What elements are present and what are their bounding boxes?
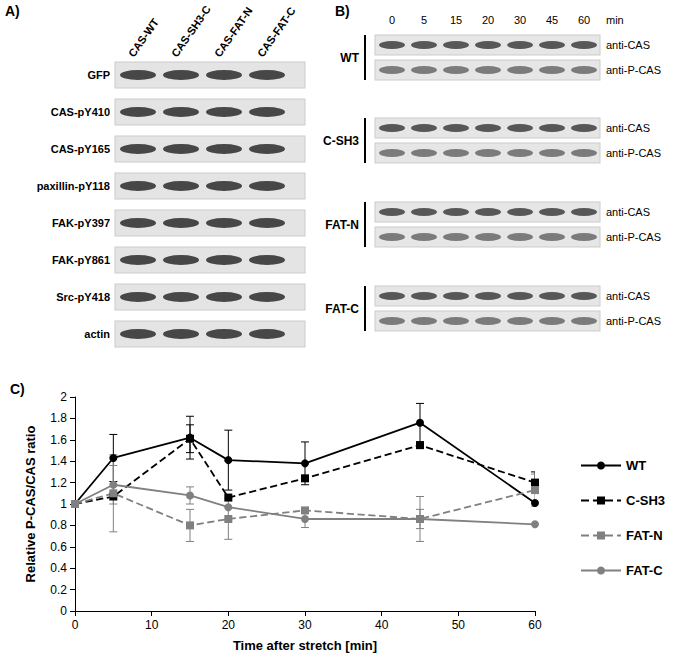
svg-text:CAS-FAT-N: CAS-FAT-N bbox=[212, 5, 255, 59]
svg-text:GFP: GFP bbox=[87, 69, 110, 81]
svg-text:1: 1 bbox=[60, 497, 67, 511]
svg-text:0.2: 0.2 bbox=[50, 583, 67, 597]
svg-text:30: 30 bbox=[298, 618, 312, 632]
svg-text:0: 0 bbox=[60, 604, 67, 618]
svg-text:Time after stretch [min]: Time after stretch [min] bbox=[233, 638, 377, 653]
svg-text:40: 40 bbox=[375, 618, 389, 632]
svg-text:B): B) bbox=[335, 3, 350, 19]
svg-text:1.6: 1.6 bbox=[50, 433, 67, 447]
svg-text:anti-CAS: anti-CAS bbox=[606, 122, 650, 134]
svg-text:0.8: 0.8 bbox=[50, 518, 67, 532]
svg-text:0: 0 bbox=[72, 618, 79, 632]
svg-text:CAS-FAT-C: CAS-FAT-C bbox=[255, 5, 298, 59]
svg-text:anti-CAS: anti-CAS bbox=[606, 290, 650, 302]
svg-text:C-SH3: C-SH3 bbox=[323, 134, 359, 148]
svg-text:FAT-N: FAT-N bbox=[325, 218, 359, 232]
svg-text:anti-P-CAS: anti-P-CAS bbox=[606, 315, 661, 327]
svg-text:20: 20 bbox=[482, 14, 494, 26]
svg-text:1.2: 1.2 bbox=[50, 476, 67, 490]
svg-text:anti-P-CAS: anti-P-CAS bbox=[606, 147, 661, 159]
svg-text:50: 50 bbox=[452, 618, 466, 632]
svg-text:20: 20 bbox=[222, 618, 236, 632]
svg-text:0: 0 bbox=[389, 14, 395, 26]
svg-text:anti-P-CAS: anti-P-CAS bbox=[606, 231, 661, 243]
svg-text:60: 60 bbox=[578, 14, 590, 26]
svg-text:FAT-C: FAT-C bbox=[325, 302, 359, 316]
svg-text:anti-CAS: anti-CAS bbox=[606, 206, 650, 218]
svg-text:0.4: 0.4 bbox=[50, 561, 67, 575]
svg-text:min: min bbox=[606, 14, 624, 26]
svg-text:anti-P-CAS: anti-P-CAS bbox=[606, 64, 661, 76]
svg-text:CAS-pY410: CAS-pY410 bbox=[51, 106, 110, 118]
svg-text:WT: WT bbox=[626, 458, 646, 473]
svg-text:Relative P-CAS/CAS ratio: Relative P-CAS/CAS ratio bbox=[23, 426, 38, 583]
svg-text:CAS-pY165: CAS-pY165 bbox=[51, 143, 110, 155]
svg-text:30: 30 bbox=[514, 14, 526, 26]
svg-text:15: 15 bbox=[450, 14, 462, 26]
svg-text:anti-CAS: anti-CAS bbox=[606, 39, 650, 51]
svg-text:CAS-SH3-C: CAS-SH3-C bbox=[169, 3, 213, 59]
svg-text:2: 2 bbox=[60, 390, 67, 404]
svg-text:1.4: 1.4 bbox=[50, 454, 67, 468]
svg-text:60: 60 bbox=[528, 618, 542, 632]
svg-text:C-SH3: C-SH3 bbox=[626, 493, 665, 508]
svg-text:A): A) bbox=[5, 3, 20, 19]
svg-text:FAK-pY397: FAK-pY397 bbox=[52, 217, 110, 229]
svg-text:1.8: 1.8 bbox=[50, 411, 67, 425]
svg-text:45: 45 bbox=[546, 14, 558, 26]
svg-text:CAS-WT: CAS-WT bbox=[126, 16, 161, 59]
svg-text:0.6: 0.6 bbox=[50, 540, 67, 554]
svg-text:FAT-C: FAT-C bbox=[626, 563, 663, 578]
svg-text:WT: WT bbox=[340, 51, 359, 65]
svg-text:5: 5 bbox=[421, 14, 427, 26]
svg-text:Src-pY418: Src-pY418 bbox=[56, 291, 110, 303]
svg-text:paxillin-pY118: paxillin-pY118 bbox=[37, 180, 110, 192]
svg-text:FAK-pY861: FAK-pY861 bbox=[52, 254, 110, 266]
svg-text:actin: actin bbox=[84, 328, 110, 340]
svg-text:10: 10 bbox=[145, 618, 159, 632]
svg-text:C): C) bbox=[10, 381, 25, 397]
svg-text:FAT-N: FAT-N bbox=[626, 528, 663, 543]
